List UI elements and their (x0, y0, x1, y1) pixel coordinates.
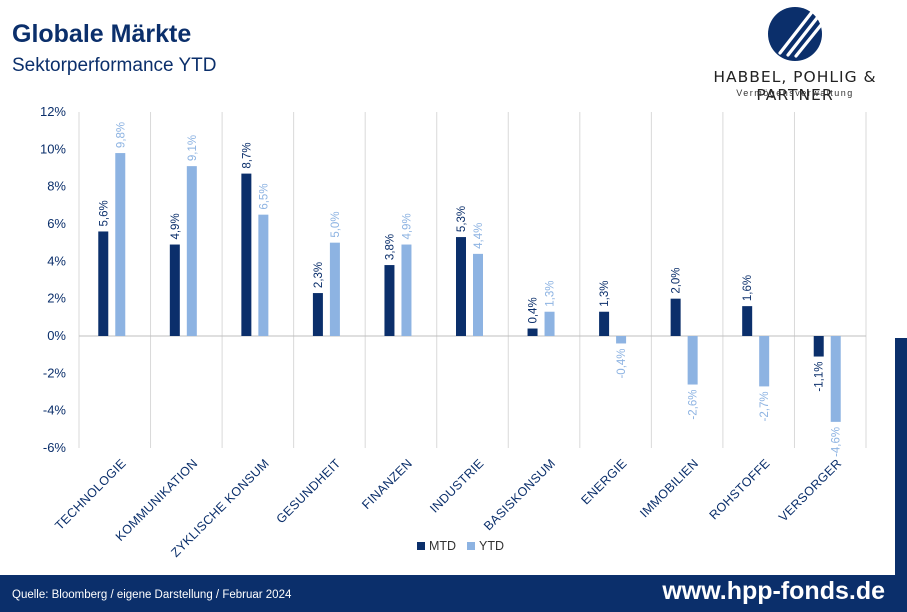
logo-tagline: Vermögensverwaltung (736, 88, 854, 98)
company-logo: HABBEL, POHLIG & PARTNER Vermögensverwal… (690, 6, 900, 104)
source-note: Quelle: Bloomberg / eigene Darstellung /… (12, 589, 292, 601)
mtd-value-label: 1,3% (599, 281, 611, 307)
mtd-bar (98, 231, 109, 336)
ytd-value-label: 1,3% (545, 281, 557, 307)
ytd-legend-swatch (467, 542, 475, 550)
mtd-legend-swatch (417, 542, 425, 550)
y-tick-label: -2% (43, 365, 67, 380)
x-category-label: FINANZEN (359, 456, 415, 512)
mtd-legend-label: MTD (429, 539, 456, 553)
x-category-label: ROHSTOFFE (707, 456, 773, 522)
y-tick-label: 8% (47, 179, 66, 194)
x-category-label: VERSORGER (776, 456, 844, 524)
mtd-bar (670, 298, 681, 336)
ytd-value-label: -2,6% (688, 390, 700, 420)
mtd-value-label: 5,3% (456, 206, 468, 232)
ytd-value-label: 6,5% (258, 183, 270, 209)
ytd-bar (830, 336, 841, 422)
mtd-value-label: 5,6% (98, 200, 110, 226)
y-tick-label: 6% (47, 216, 66, 231)
mtd-bar (456, 237, 466, 336)
mtd-value-label: -1,1% (814, 362, 826, 392)
mtd-value-label: 8,7% (241, 142, 253, 168)
ytd-value-label: 5,0% (330, 211, 342, 237)
mtd-bar (742, 306, 753, 336)
y-tick-label: 0% (47, 328, 66, 343)
mtd-bar (312, 293, 323, 336)
ytd-bar (115, 153, 126, 336)
mtd-value-label: 0,4% (528, 297, 540, 323)
y-tick-label: 2% (47, 291, 66, 306)
mtd-bar (813, 336, 824, 357)
mtd-value-label: 4,9% (170, 213, 182, 239)
ytd-bar (687, 336, 698, 385)
y-tick-label: -4% (43, 403, 67, 418)
footer-bar: Quelle: Bloomberg / eigene Darstellung /… (0, 575, 907, 612)
mtd-bar (599, 311, 610, 336)
page-title: Globale Märkte (12, 20, 192, 48)
ytd-bar (401, 244, 412, 336)
x-category-label: ENERGIE (579, 456, 630, 507)
mtd-bar (241, 173, 252, 336)
mtd-value-label: 1,6% (742, 275, 754, 301)
y-tick-label: 4% (47, 253, 66, 268)
ytd-value-label: 4,4% (473, 223, 485, 249)
y-tick-label: -6% (43, 440, 67, 455)
ytd-bar (759, 336, 770, 387)
x-category-label: GESUNDHEIT (274, 456, 344, 526)
mtd-bar (527, 328, 538, 336)
ytd-bar (258, 214, 269, 336)
ytd-bar (329, 242, 340, 336)
ytd-value-label: 9,1% (187, 135, 199, 161)
website-url: www.hpp-fonds.de (662, 577, 885, 605)
slide-card: Globale Märkte Sektorperformance YTD HAB… (12, 7, 876, 560)
ytd-legend-label: YTD (479, 539, 504, 553)
ytd-bar (473, 253, 483, 336)
logo-emblem-icon (768, 7, 823, 61)
brand-band-right (895, 338, 907, 612)
page-subtitle: Sektorperformance YTD (12, 55, 217, 76)
ytd-value-label: -2,7% (759, 391, 771, 421)
ytd-bar (186, 166, 197, 336)
y-tick-label: 10% (40, 141, 66, 156)
ytd-value-label: 9,8% (115, 122, 127, 148)
mtd-value-label: 2,3% (313, 262, 325, 288)
logo-company-name: HABBEL, POHLIG & PARTNER (713, 68, 877, 104)
ytd-bar (616, 336, 627, 344)
mtd-value-label: 3,8% (384, 234, 396, 260)
mtd-value-label: 2,0% (671, 267, 683, 293)
mtd-bar (384, 265, 395, 336)
x-category-label: IMMOBILIEN (637, 456, 701, 520)
x-category-label: TECHNOLOGIE (52, 456, 129, 533)
x-category-label: BASISKONSUM (481, 456, 558, 533)
x-category-label: INDUSTRIE (427, 456, 486, 515)
ytd-value-label: -4,6% (831, 427, 843, 457)
sector-performance-chart: 12% 10% 8% 6% 4% 2% 0% -2% -4% -6% 5,6% 9,8% TECHNOL… (40, 104, 867, 560)
ytd-bar (544, 311, 555, 336)
y-tick-label: 12% (40, 104, 66, 119)
mtd-bar (169, 244, 180, 336)
ytd-value-label: 4,9% (401, 213, 413, 239)
ytd-value-label: -0,4% (616, 348, 628, 378)
